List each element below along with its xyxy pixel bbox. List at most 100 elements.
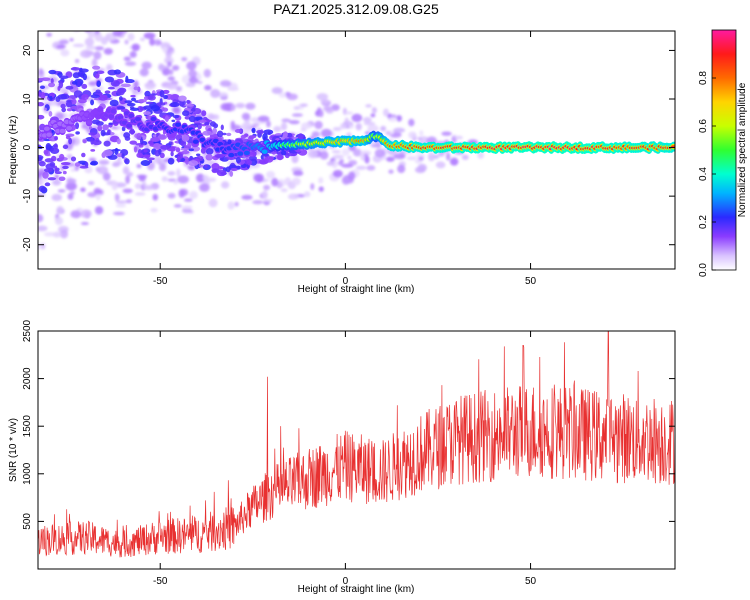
heatmap-noise-cell: [144, 81, 156, 91]
heatmap-mid-cell: [248, 151, 256, 157]
heatmap-mid-cell: [220, 124, 224, 131]
heatmap-noise-cell: [417, 163, 427, 172]
heatmap-noise-cell: [206, 177, 217, 183]
heatmap-noise-cell: [115, 200, 128, 204]
heatmap-mid-cell: [158, 148, 162, 155]
heatmap-mid-cell: [176, 155, 181, 163]
heatmap-mid-cell: [124, 158, 130, 165]
heatmap-mid-cell: [43, 168, 53, 173]
heatmap-noise-cell: [288, 120, 300, 125]
heatmap-noise-cell: [318, 186, 324, 192]
heatmap-ridge-mid: [46, 132, 53, 137]
y-tick-label: 1000: [22, 462, 33, 485]
heatmap-mid-cell: [167, 157, 175, 165]
heatmap-mid-cell: [100, 129, 106, 137]
heatmap-mid-cell: [50, 147, 60, 154]
heatmap-noise-cell: [76, 207, 83, 212]
heatmap-noise-cell: [143, 32, 156, 40]
heatmap-noise-cell: [56, 16, 63, 19]
heatmap-noise-cell: [87, 181, 95, 186]
heatmap-noise-cell: [307, 149, 318, 159]
heatmap-mid-cell: [55, 96, 61, 102]
heatmap-noise-cell: [176, 168, 181, 177]
heatmap-mid-cell: [175, 147, 181, 153]
heatmap-mid-cell: [136, 152, 143, 158]
heatmap-noise-cell: [127, 33, 135, 41]
heatmap-noise-cell: [70, 168, 76, 172]
heatmap-noise-cell: [124, 39, 129, 45]
heatmap-mid-cell: [38, 185, 47, 193]
heatmap-mid-cell: [171, 119, 176, 123]
heatmap-noise-cell: [51, 193, 63, 202]
heatmap-noise-cell: [273, 126, 282, 133]
x-tick-label: -50: [153, 576, 168, 587]
heatmap-noise-cell: [441, 131, 452, 136]
heatmap-noise-cell: [292, 170, 304, 177]
heatmap-ridge-mid: [128, 113, 135, 118]
heatmap-cells: [38, 16, 675, 250]
heatmap-noise-cell: [158, 63, 165, 71]
heatmap-ridge-mid: [150, 116, 157, 122]
heatmap-noise-cell: [152, 193, 159, 201]
heatmap-mid-cell: [256, 129, 264, 134]
x-tick-label: 50: [525, 576, 537, 587]
heatmap-mid-cell: [235, 156, 241, 164]
heatmap-noise-cell: [355, 122, 362, 131]
heatmap-noise-cell: [84, 37, 95, 47]
heatmap-mid-cell: [62, 165, 69, 170]
heatmap-mid-cell: [146, 157, 155, 161]
heatmap-noise-cell: [234, 201, 239, 207]
heatmap-mid-cell: [73, 90, 83, 98]
heatmap-mid-cell: [147, 94, 156, 101]
heatmap-mid-cell: [110, 80, 120, 87]
heatmap-ridge-mid: [243, 150, 250, 156]
heatmap-noise-cell: [341, 163, 354, 168]
heatmap-noise-cell: [181, 74, 192, 84]
heatmap-noise-cell: [139, 37, 146, 42]
heatmap-noise-cell: [320, 99, 331, 104]
heatmap-noise-cell: [200, 184, 208, 190]
heatmap-noise-cell: [56, 205, 64, 214]
snr-panel: -50 0 50 500 1000 1500 2000 2500 Height of str…: [8, 319, 676, 595]
heatmap-mid-cell: [109, 99, 119, 107]
heatmap-noise-cell: [52, 231, 62, 238]
heatmap-noise-cell: [38, 68, 44, 76]
heatmap-y-axis: -20 -10 0 10 20: [22, 44, 675, 252]
heatmap-mid-cell: [38, 161, 46, 167]
heatmap-mid-cell: [77, 160, 88, 165]
heatmap-mid-cell: [50, 155, 57, 162]
heatmap-mid-cell: [211, 163, 220, 171]
heatmap-mid-cell: [77, 79, 81, 88]
heatmap-mid-cell: [60, 161, 71, 166]
heatmap-noise-cell: [261, 190, 268, 199]
x-tick-label: 0: [343, 576, 349, 587]
heatmap-mid-cell: [92, 65, 101, 70]
heatmap-mid-cell: [283, 131, 288, 138]
heatmap-panel: -50 0 50 -20 -10 0 10 20 Height of straight li…: [8, 16, 676, 295]
heatmap-noise-cell: [396, 115, 402, 122]
heatmap-mid-cell: [227, 139, 232, 145]
heatmap-noise-cell: [115, 203, 127, 208]
heatmap-mid-cell: [217, 166, 224, 170]
heatmap-noise-cell: [76, 17, 84, 20]
heatmap-noise-cell: [177, 175, 189, 184]
heatmap-mid-cell: [153, 142, 162, 150]
heatmap-noise-cell: [408, 131, 417, 139]
heatmap-mid-cell: [181, 134, 190, 142]
heatmap-noise-cell: [54, 174, 60, 180]
heatmap-mid-cell: [139, 138, 144, 145]
heatmap-noise-cell: [252, 122, 260, 128]
heatmap-mid-cell: [177, 95, 187, 102]
heatmap-noise-cell: [94, 206, 104, 215]
heatmap-mid-cell: [62, 170, 67, 175]
heatmap-noise-cell: [252, 200, 264, 205]
heatmap-mid-cell: [186, 99, 191, 104]
heatmap-noise-cell: [433, 154, 440, 159]
heatmap-noise-cell: [124, 61, 137, 67]
heatmap-noise-cell: [93, 51, 102, 60]
heatmap-mid-cell: [65, 85, 74, 90]
heatmap-noise-cell: [389, 130, 394, 135]
heatmap-noise-cell: [67, 193, 74, 200]
heatmap-noise-cell: [150, 207, 158, 213]
heatmap-noise-cell: [65, 181, 77, 191]
